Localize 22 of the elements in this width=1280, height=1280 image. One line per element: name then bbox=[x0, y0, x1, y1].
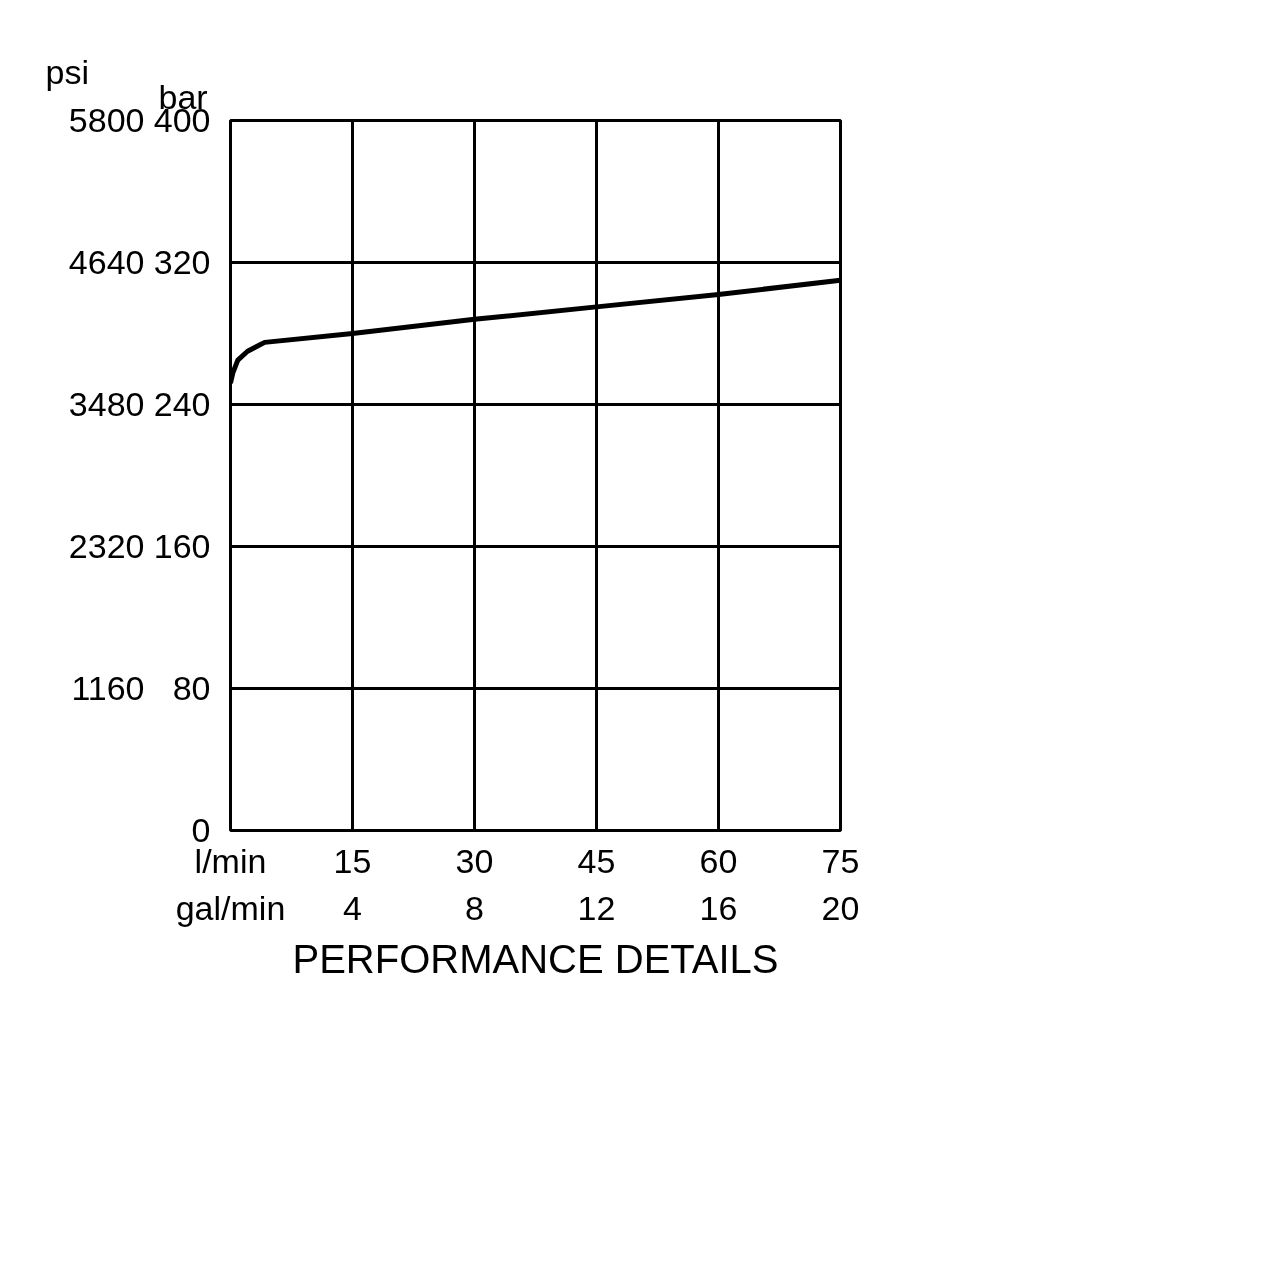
y-tick-label: 240 bbox=[153, 385, 211, 423]
x-tick-label: 15 bbox=[333, 841, 372, 880]
y2-axis-title: psi bbox=[45, 52, 89, 91]
y-tick-label: 80 bbox=[172, 669, 211, 707]
y2-tick-label: 4640 bbox=[68, 243, 145, 281]
y-tick-label: 160 bbox=[153, 527, 211, 565]
y2-tick-label: 3480 bbox=[68, 385, 145, 423]
x2-tick-label: 12 bbox=[577, 888, 616, 927]
x-tick-label: 75 bbox=[821, 841, 860, 880]
x2-tick-label: 16 bbox=[699, 888, 738, 927]
x-tick-label: 30 bbox=[455, 841, 494, 880]
x-tick-label: 60 bbox=[699, 841, 738, 880]
x2-tick-label: 4 bbox=[343, 888, 362, 927]
x2-tick-label: 20 bbox=[821, 888, 860, 927]
y-tick-label: 320 bbox=[153, 243, 211, 281]
y2-tick-label: 1160 bbox=[71, 669, 145, 707]
x-tick-label: 45 bbox=[577, 841, 616, 880]
y2-tick-label: 2320 bbox=[68, 527, 145, 565]
text: PERFORMANCE DETAILS bbox=[292, 936, 779, 981]
x2-tick-label: 8 bbox=[465, 888, 484, 927]
x2-axis-title: gal/min bbox=[175, 888, 286, 927]
y2-tick-label: 5800 bbox=[68, 101, 145, 139]
